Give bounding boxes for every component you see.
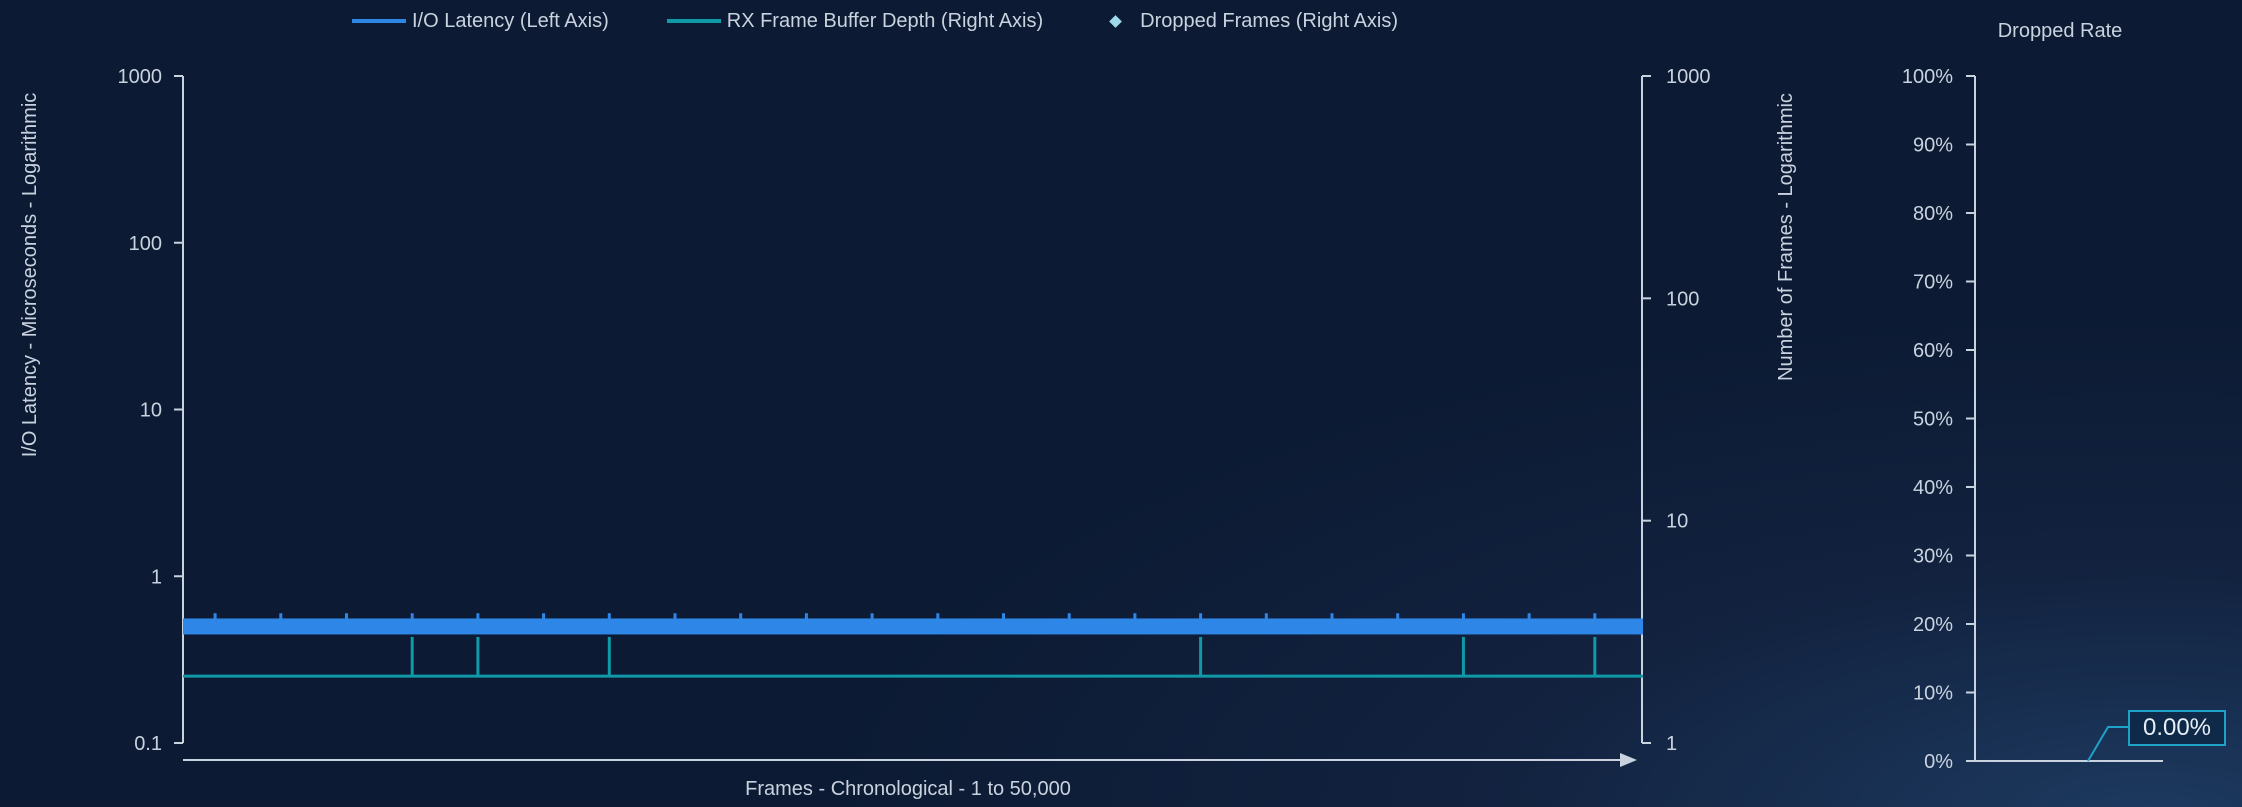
- rate-tick-label: 0%: [1924, 751, 1953, 773]
- right-tick-label: 1: [1666, 733, 1677, 755]
- legend-item-latency[interactable]: I/O Latency (Left Axis): [352, 10, 609, 33]
- right-tick-label: 100: [1666, 288, 1699, 310]
- rate-tick-label: 70%: [1913, 272, 1953, 294]
- latency-swatch: [352, 19, 406, 23]
- left-tick-label: 0.1: [134, 733, 162, 755]
- x-axis-arrow-icon: [1620, 753, 1637, 767]
- legend-item-buffer[interactable]: RX Frame Buffer Depth (Right Axis): [666, 9, 1044, 33]
- dropped-rate-title: Dropped Rate: [1997, 20, 2123, 42]
- right-axis-label: Number of Frames - Logarithmic: [1775, 93, 1797, 381]
- rate-tick-label: 100%: [1902, 66, 1953, 88]
- latency-line: [183, 618, 1643, 635]
- left-tick-label: 100: [129, 233, 162, 255]
- left-axis-label: I/O Latency - Microseconds - Logarithmic: [19, 93, 41, 458]
- legend-label-latency: I/O Latency (Left Axis): [412, 9, 609, 32]
- series-layer: [183, 613, 1643, 678]
- axes-layer: 0.1 1 10 100 1000 1 10 100 1000: [118, 66, 1711, 767]
- right-tick-label: 10: [1666, 511, 1688, 533]
- rate-tick-label: 50%: [1913, 409, 1953, 431]
- dropped-rate-callout: 0.00%: [2128, 710, 2226, 746]
- legend-item-dropped[interactable]: Dropped Frames (Right Axis): [1101, 10, 1398, 33]
- rate-tick-label: 30%: [1913, 546, 1953, 568]
- x-axis-label: Frames - Chronological - 1 to 50,000: [745, 778, 1071, 800]
- legend-label-buffer: RX Frame Buffer Depth (Right Axis): [726, 9, 1044, 32]
- rate-tick-label: 10%: [1913, 683, 1953, 705]
- left-tick-label: 10: [140, 400, 162, 422]
- rate-tick-label: 20%: [1913, 614, 1953, 636]
- rate-tick-label: 90%: [1913, 135, 1953, 157]
- buffer-swatch: [666, 19, 721, 23]
- rate-tick-label: 40%: [1913, 477, 1953, 499]
- legend-label-dropped: Dropped Frames (Right Axis): [1140, 9, 1399, 32]
- rate-tick-label: 60%: [1913, 340, 1953, 362]
- left-tick-label: 1: [151, 566, 162, 588]
- rate-tick-label: 80%: [1913, 203, 1953, 225]
- legend: I/O Latency (Left Axis) RX Frame Buffer …: [352, 6, 1456, 36]
- callout-leader: [2087, 726, 2128, 762]
- left-tick-label: 1000: [118, 66, 163, 88]
- right-tick-label: 1000: [1666, 66, 1711, 88]
